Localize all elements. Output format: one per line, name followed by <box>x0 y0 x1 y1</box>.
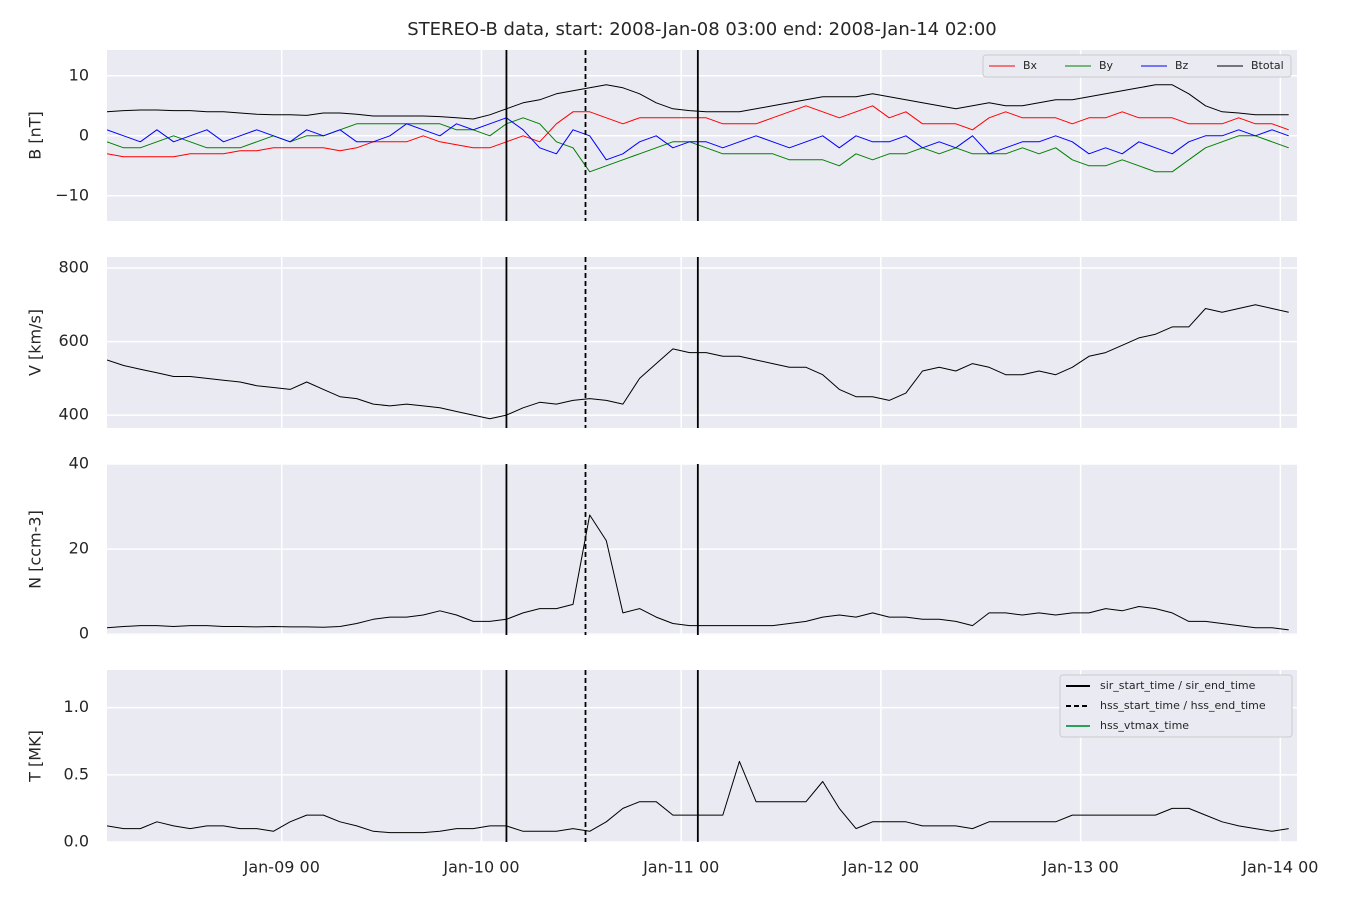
y-axis-label: T [MK] <box>26 730 45 783</box>
y-tick-label: 1.0 <box>64 697 89 716</box>
legend-box <box>982 54 1292 78</box>
x-tick-label: Jan-11 00 <box>642 858 719 877</box>
plot-background <box>107 257 1297 428</box>
legend-label: Bx <box>1023 59 1038 72</box>
y-tick-label: 600 <box>58 331 89 350</box>
legend-label: Btotal <box>1251 59 1284 72</box>
y-tick-label: 40 <box>69 454 89 473</box>
x-tick-label: Jan-10 00 <box>442 858 519 877</box>
y-tick-label: 0.5 <box>64 764 89 783</box>
y-tick-label: 0 <box>79 125 89 144</box>
x-tick-label: Jan-13 00 <box>1042 858 1119 877</box>
y-axis-label: N [ccm-3] <box>26 510 45 589</box>
y-axis-label: B [nT] <box>26 111 45 159</box>
legend-label: hss_vtmax_time <box>1100 719 1189 732</box>
x-tick-label: Jan-09 00 <box>243 858 320 877</box>
y-axis-label: V [km/s] <box>26 309 45 376</box>
y-tick-label: −10 <box>55 185 89 204</box>
y-tick-label: 0.0 <box>64 832 89 851</box>
chart-title: STEREO-B data, start: 2008-Jan-08 03:00 … <box>407 19 996 40</box>
legend: sir_start_time / sir_end_time hss_start_t… <box>1059 674 1293 738</box>
x-tick-label: Jan-14 00 <box>1241 858 1318 877</box>
legend-label: hss_start_time / hss_end_time <box>1100 699 1266 712</box>
legend-label: Bz <box>1175 59 1189 72</box>
y-tick-label: 800 <box>58 258 89 277</box>
y-tick-label: 400 <box>58 405 89 424</box>
y-tick-label: 10 <box>69 65 89 84</box>
y-tick-label: 20 <box>69 539 89 558</box>
legend: Bx By Bz Btotal <box>982 54 1292 78</box>
y-tick-label: 0 <box>79 624 89 643</box>
x-tick-label: Jan-12 00 <box>842 858 919 877</box>
legend-label: By <box>1099 59 1114 72</box>
legend-box <box>1059 674 1293 738</box>
legend-label: sir_start_time / sir_end_time <box>1100 679 1256 692</box>
